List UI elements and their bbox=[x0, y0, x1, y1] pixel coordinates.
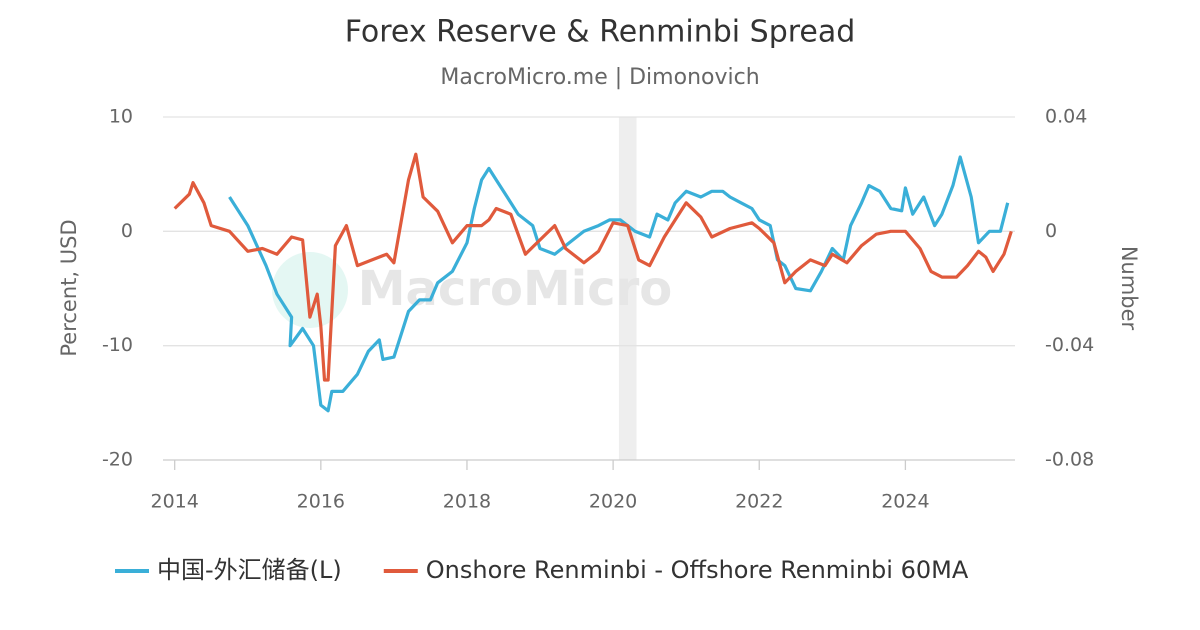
x-tick-label: 2014 bbox=[151, 491, 199, 513]
y-tick-label: 0 bbox=[121, 220, 133, 242]
highlight-band bbox=[618, 117, 637, 460]
y2-tick-label: 0 bbox=[1045, 220, 1057, 242]
y2-axis-label: Number bbox=[1117, 246, 1141, 331]
x-tick-label: 2022 bbox=[735, 491, 783, 513]
y-tick-label: 10 bbox=[109, 106, 133, 128]
x-tick-label: 2016 bbox=[297, 491, 345, 513]
y-tick-label: -10 bbox=[102, 334, 133, 356]
x-tick-label: 2024 bbox=[881, 491, 929, 513]
legend-label: 中国-外汇储备(L) bbox=[157, 556, 342, 584]
series-line bbox=[228, 155, 1010, 413]
watermark-logo bbox=[272, 252, 348, 328]
y-tick-label: -20 bbox=[102, 449, 133, 471]
chart-title: Forex Reserve & Renminbi Spread bbox=[345, 15, 856, 50]
watermark: MacroMicro bbox=[358, 261, 673, 317]
y2-tick-label: 0.04 bbox=[1045, 106, 1087, 128]
x-tick-label: 2020 bbox=[589, 491, 637, 513]
chart-subtitle: MacroMicro.me | Dimonovich bbox=[440, 65, 759, 90]
legend-label: Onshore Renminbi - Offshore Renminbi 60M… bbox=[426, 556, 969, 584]
y-axis-label: Percent, USD bbox=[57, 219, 81, 356]
y2-tick-label: -0.04 bbox=[1045, 334, 1094, 356]
series-line bbox=[173, 152, 1013, 382]
x-tick-label: 2018 bbox=[443, 491, 491, 513]
y2-tick-label: -0.08 bbox=[1045, 449, 1094, 471]
